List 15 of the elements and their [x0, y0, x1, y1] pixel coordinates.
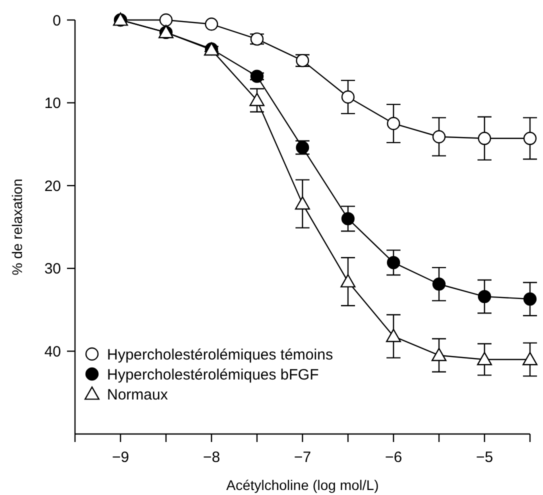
y-tick-label: 0	[52, 12, 61, 30]
x-tick-label: −5	[476, 449, 494, 466]
y-tick-label: 10	[44, 95, 61, 112]
x-tick-label: −7	[294, 449, 312, 466]
y-axis-title: % de relaxation	[9, 178, 25, 276]
legend-label: Hypercholestérolémiques bFGF	[107, 366, 319, 384]
legend-label: Normaux	[107, 386, 168, 404]
x-tick-label: −9	[112, 449, 130, 466]
y-tick-label: 40	[44, 343, 61, 360]
y-tick-label: 30	[44, 260, 61, 278]
x-tick-label: −8	[202, 449, 220, 466]
x-axis-title: Acétylcholine (log mol/L)	[226, 477, 379, 493]
x-tick-label: −6	[384, 449, 402, 466]
legend-label: Hypercholestérolémiques témoins	[107, 346, 333, 364]
y-tick-label: 20	[44, 178, 61, 195]
